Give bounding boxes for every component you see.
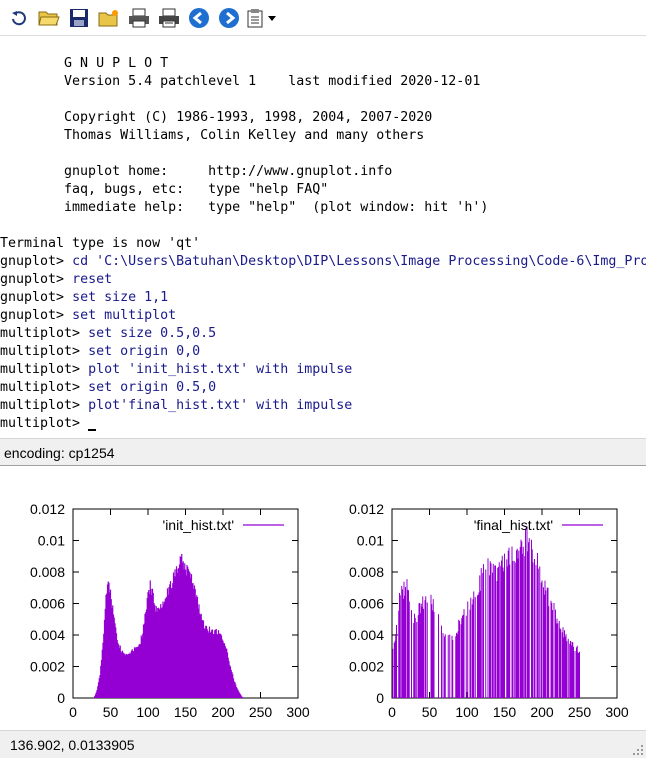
console-prompt: gnuplot> (0, 254, 73, 269)
y-tick-label: 0 (376, 690, 384, 706)
console-line: multiplot> plot'final_hist.txt' with imp… (0, 397, 646, 415)
console-prompt: multiplot> (0, 416, 89, 431)
legend-label: 'init_hist.txt' (163, 517, 234, 533)
legend-label: 'final_hist.txt' (474, 517, 553, 533)
console-line: multiplot> set origin 0.5,0 (0, 379, 646, 397)
x-tick-label: 150 (493, 704, 517, 720)
y-tick-label: 0.006 (30, 596, 65, 612)
y-tick-label: 0.01 (357, 533, 384, 549)
plot-window[interactable]: 0 0.002 0.004 0.006 0.008 0.01 0.012 0 50 100 150 2… (0, 467, 646, 730)
console-line: Copyright (C) 1986-1993, 1998, 2004, 200… (0, 109, 646, 127)
open-folder-icon[interactable] (34, 3, 64, 33)
print-setup-icon[interactable] (154, 3, 184, 33)
y-tick-label: 0.006 (349, 596, 384, 612)
console-text: Copyright (C) 1986-1993, 1998, 2004, 200… (0, 110, 433, 125)
console-line (0, 145, 646, 163)
console-line: gnuplot home: http://www.gnuplot.info (0, 163, 646, 181)
x-tick-label: 200 (530, 704, 554, 720)
console-prompt: gnuplot> (0, 308, 73, 323)
console-line: multiplot> (0, 415, 646, 433)
save-icon[interactable] (64, 3, 94, 33)
console-text: Version 5.4 patchlevel 1 last modified 2… (0, 74, 481, 89)
plot-canvas[interactable]: 0 0.002 0.004 0.006 0.008 0.01 0.012 0 50 100 150 2… (0, 467, 646, 730)
y-tick-label: 0.008 (30, 564, 65, 580)
options-icon[interactable] (244, 3, 266, 33)
y-tick-label: 0 (57, 690, 65, 706)
console-command: set origin 0.5,0 (88, 380, 217, 395)
console-line: multiplot> plot 'init_hist.txt' with imp… (0, 361, 646, 379)
console-line: G N U P L O T (0, 55, 646, 73)
console-line: immediate help: type "help" (plot window… (0, 199, 646, 217)
console-prompt: multiplot> (0, 344, 89, 359)
console-command: cd 'C:\Users\Batuhan\Desktop\DIP\Lessons… (72, 254, 646, 269)
y-tick-label: 0.01 (38, 533, 65, 549)
console-prompt: multiplot> (0, 326, 89, 341)
x-tick-label: 0 (69, 704, 77, 720)
console-line: gnuplot> cd 'C:\Users\Batuhan\Desktop\DI… (0, 253, 646, 271)
forward-icon[interactable] (214, 3, 244, 33)
console-command: plot'final_hist.txt' with impulse (88, 398, 353, 413)
console-text: gnuplot home: http://www.gnuplot.info (0, 164, 393, 179)
y-tick-label: 0.004 (30, 627, 65, 643)
console-text: Thomas Williams, Colin Kelley and many o… (0, 128, 425, 143)
console-text: faq, bugs, etc: type "help FAQ" (0, 182, 329, 197)
print-icon[interactable] (124, 3, 154, 33)
console-line: multiplot> set origin 0,0 (0, 343, 646, 361)
console-prompt: multiplot> (0, 398, 89, 413)
resize-grip-icon[interactable] (632, 744, 644, 756)
y-tick-label: 0.002 (349, 659, 384, 675)
dropdown-arrow-icon[interactable] (266, 3, 278, 33)
x-tick-label: 100 (136, 704, 160, 720)
console-text: G N U P L O T (0, 56, 169, 71)
console-command: reset (72, 272, 113, 287)
cursor-coordinates: 136.902, 0.0133905 (0, 730, 646, 758)
y-tick-label: 0.004 (349, 627, 384, 643)
console-command: set multiplot (72, 308, 177, 323)
encoding-status: encoding: cp1254 (0, 438, 646, 466)
refresh-icon[interactable] (4, 3, 34, 33)
console-text: immediate help: type "help" (plot window… (0, 200, 489, 215)
console-line: Terminal type is now 'qt' (0, 235, 646, 253)
console-line: multiplot> set size 0.5,0.5 (0, 325, 646, 343)
y-tick-label: 0.008 (349, 564, 384, 580)
console-command: set size 0.5,0.5 (88, 326, 217, 341)
text-cursor (88, 429, 97, 431)
console-command: set size 1,1 (72, 290, 169, 305)
x-tick-label: 200 (211, 704, 235, 720)
console-line: gnuplot> reset (0, 271, 646, 289)
console-line (0, 37, 646, 55)
x-tick-label: 250 (249, 704, 273, 720)
console-line: faq, bugs, etc: type "help FAQ" (0, 181, 646, 199)
console-command: plot 'init_hist.txt' with impulse (88, 362, 353, 377)
y-tick-label: 0.002 (30, 659, 65, 675)
console-prompt: multiplot> (0, 380, 89, 395)
x-tick-label: 300 (605, 704, 629, 720)
x-tick-label: 0 (388, 704, 396, 720)
console-line: gnuplot> set size 1,1 (0, 289, 646, 307)
console-line: Thomas Williams, Colin Kelley and many o… (0, 127, 646, 145)
console-output[interactable]: G N U P L O T Version 5.4 patchlevel 1 l… (0, 37, 646, 438)
x-tick-label: 50 (422, 704, 438, 720)
y-tick-label: 0.012 (30, 501, 65, 517)
console-prompt: gnuplot> (0, 290, 73, 305)
x-tick-label: 300 (286, 704, 310, 720)
x-tick-label: 250 (568, 704, 592, 720)
console-text: Terminal type is now 'qt' (0, 236, 201, 251)
back-icon[interactable] (184, 3, 214, 33)
x-tick-label: 100 (455, 704, 479, 720)
console-line: gnuplot> set multiplot (0, 307, 646, 325)
console-prompt: gnuplot> (0, 272, 73, 287)
y-tick-label: 0.012 (349, 501, 384, 517)
console-line (0, 217, 646, 235)
console-command: set origin 0,0 (88, 344, 201, 359)
x-tick-label: 50 (103, 704, 119, 720)
console-prompt: multiplot> (0, 362, 89, 377)
toolbar (0, 0, 646, 36)
change-dir-icon[interactable] (94, 3, 124, 33)
x-tick-label: 150 (174, 704, 198, 720)
console-line (0, 91, 646, 109)
console-line: Version 5.4 patchlevel 1 last modified 2… (0, 73, 646, 91)
